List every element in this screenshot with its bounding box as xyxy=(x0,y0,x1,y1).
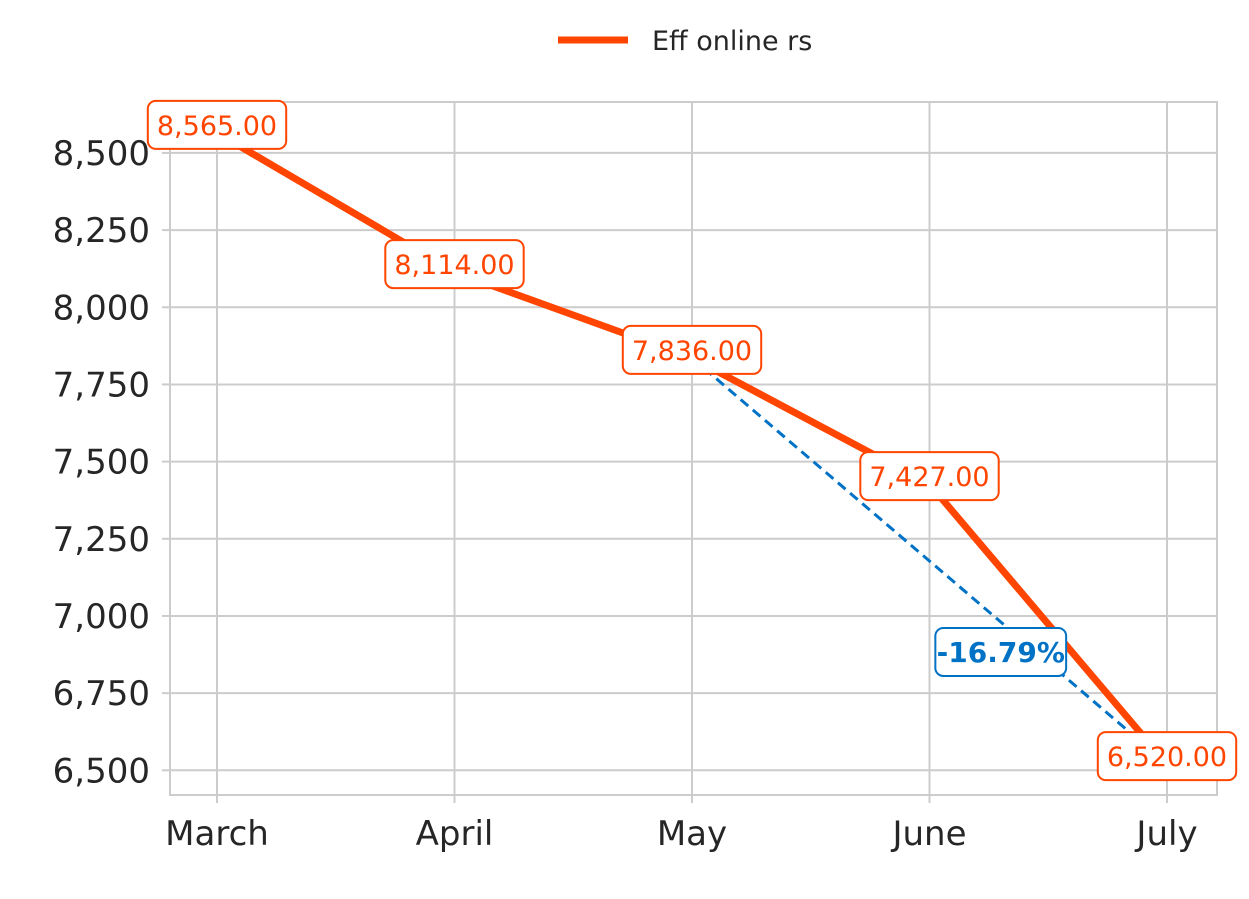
y-tick-label-7500: 7,500 xyxy=(53,443,150,483)
data-label-may-text: 7,836.00 xyxy=(632,336,752,367)
y-tick-label-6750: 6,750 xyxy=(53,674,150,714)
data-labels: 8,565.00 8,114.00 7,836.00 7,427.00 6,520.00… xyxy=(146,99,1238,782)
x-tick-label-july: July xyxy=(1134,814,1197,854)
trend-percent-label: -16.79% xyxy=(934,626,1068,677)
y-tick-label-8500: 8,500 xyxy=(53,134,150,174)
x-tick-label-may: May xyxy=(657,814,727,854)
y-tick-label-7750: 7,750 xyxy=(53,365,150,405)
data-label-july-box xyxy=(1096,731,1238,782)
x-tick-label-march: March xyxy=(165,814,269,854)
data-label-may-box xyxy=(621,324,763,375)
data-label-march-box xyxy=(146,99,288,150)
trend-annotation xyxy=(691,356,1168,766)
legend-label: Eff online rs xyxy=(652,26,812,57)
y-tick-label-6500: 6,500 xyxy=(53,751,150,791)
trend-percent-label-text: -16.79% xyxy=(937,636,1065,669)
data-label-march: 8,565.00 xyxy=(146,99,288,150)
trend-line xyxy=(691,356,1168,766)
grid xyxy=(170,102,1217,795)
data-label-june-text: 7,427.00 xyxy=(869,462,989,493)
data-label-july-text: 6,520.00 xyxy=(1107,742,1227,773)
data-label-march-text: 8,565.00 xyxy=(157,111,277,142)
y-axis: 6,500 6,750 7,000 7,250 7,500 7,750 8,000 8,250… xyxy=(53,134,170,791)
legend: Eff online rs xyxy=(558,26,812,57)
y-tick-label-7250: 7,250 xyxy=(53,520,150,560)
x-tick-label-june: June xyxy=(890,814,966,854)
y-tick-label-8000: 8,000 xyxy=(53,288,150,328)
data-label-june-box xyxy=(859,451,1000,502)
trend-percent-label-box xyxy=(934,626,1068,677)
y-tick-label-7000: 7,000 xyxy=(53,597,150,637)
y-tick-label-8250: 8,250 xyxy=(53,211,150,251)
data-label-july: 6,520.00 xyxy=(1096,731,1238,782)
x-axis: March April May June July xyxy=(165,795,1198,854)
data-label-april-text: 8,114.00 xyxy=(394,250,514,281)
plot-frame xyxy=(169,101,1218,796)
data-label-june: 7,427.00 xyxy=(859,451,1000,502)
data-label-april: 8,114.00 xyxy=(384,239,525,290)
data-label-april-box xyxy=(384,239,525,290)
data-label-may: 7,836.00 xyxy=(621,324,763,375)
x-tick-label-april: April xyxy=(416,814,494,854)
